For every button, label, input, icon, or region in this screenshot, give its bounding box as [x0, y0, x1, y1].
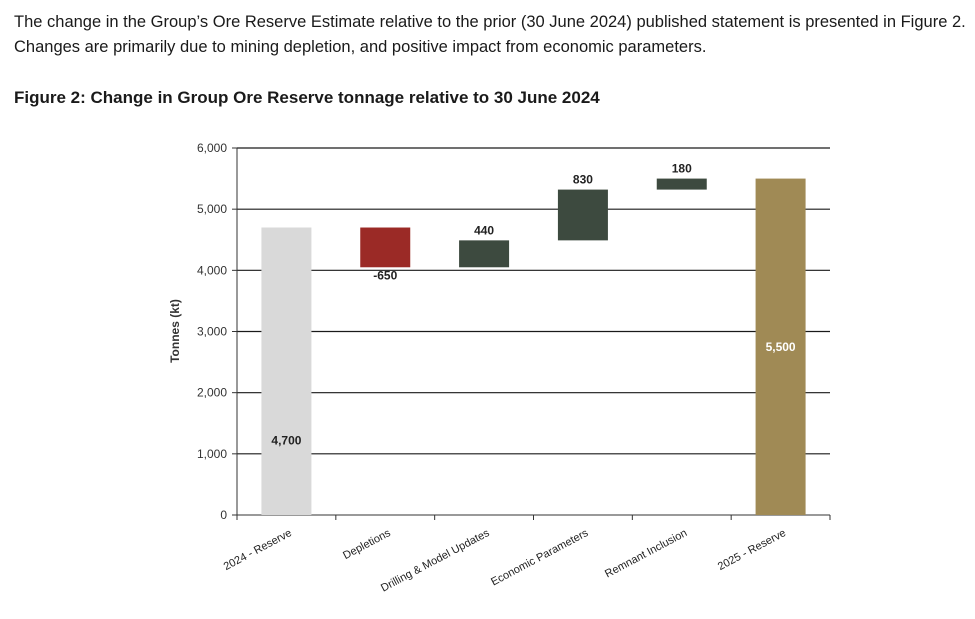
y-tick-label: 5,000	[197, 202, 227, 216]
y-tick-label: 1,000	[197, 447, 227, 461]
bar	[261, 227, 312, 515]
y-tick-label: 0	[220, 508, 227, 522]
axes: 0 1,000 2,000 3,000 4,000 5,000 6,000 Tonnes (k…	[168, 141, 831, 522]
category-label: Drilling & Model Updates	[379, 527, 492, 595]
bars	[261, 178, 806, 516]
bar	[656, 178, 707, 190]
bar	[459, 240, 510, 268]
y-tick-label: 2,000	[197, 386, 227, 400]
data-label: 180	[672, 162, 692, 176]
data-label: 830	[573, 173, 593, 187]
y-tick-label: 4,000	[197, 263, 227, 277]
category-label: Economic Parameters	[489, 527, 591, 589]
y-axis-label: Tonnes (kt)	[168, 299, 182, 363]
data-label: 440	[474, 223, 494, 237]
category-label: Remnant Inclusion	[603, 527, 689, 580]
gridlines	[237, 147, 830, 455]
data-label: 4,700	[271, 434, 301, 448]
bar	[360, 227, 411, 268]
category-label: 2025 - Reserve	[716, 527, 788, 573]
y-tick-label: 3,000	[197, 325, 227, 339]
figure-title: Figure 2: Change in Group Ore Reserve to…	[14, 88, 600, 107]
data-label: -650	[373, 268, 397, 282]
category-label: Depletions	[341, 527, 393, 562]
y-tick-label: 6,000	[197, 141, 227, 155]
category-label: 2024 - Reserve	[222, 527, 294, 573]
data-label: 5,500	[766, 340, 796, 354]
bar	[755, 178, 806, 516]
bar	[557, 189, 608, 241]
intro-paragraph: The change in the Group’s Ore Reserve Es…	[14, 13, 966, 56]
